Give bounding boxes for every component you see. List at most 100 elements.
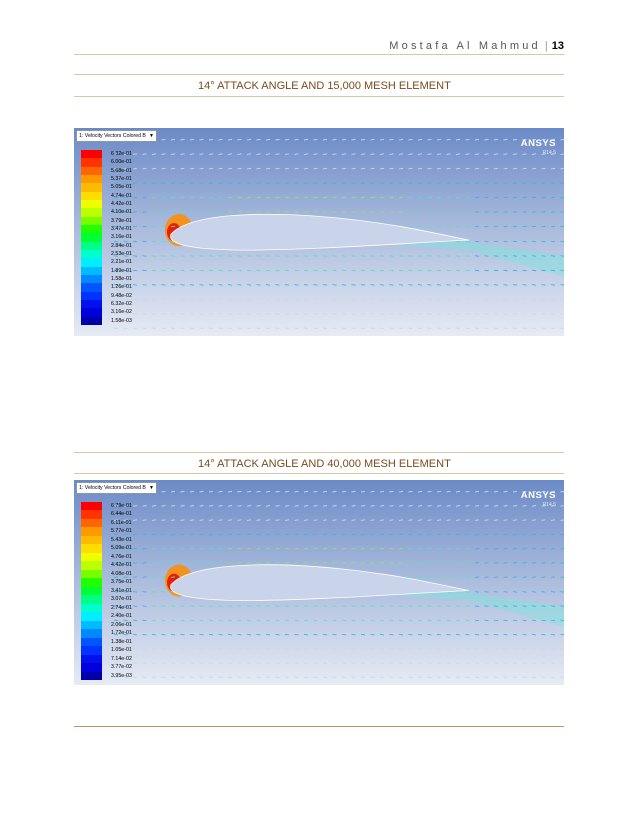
legend-color-cell [81,586,102,596]
legend-color-cell [81,316,102,326]
legend-label: 3.95e-03 [111,672,132,679]
legend-label: 5.37e-01 [111,176,132,182]
legend-label: 1.58e-03 [111,317,132,324]
legend-color-cell [81,308,102,318]
airfoil-shape [170,213,470,251]
legend-color-cell [81,250,102,259]
legend-color-cell [81,258,102,268]
vector-streamline [113,547,564,550]
legend-label: 1.05e-01 [111,647,132,654]
vector-streamline [113,182,564,184]
legend-label: 2.84e-01 [111,242,132,249]
velocity-vector-field [113,138,564,330]
vector-streamline [113,298,564,301]
legend-label: 3.41e-01 [111,587,132,594]
legend-color-cell [81,502,102,511]
vector-streamline [113,167,564,170]
vector-streamline [113,153,564,155]
legend-label: 6.32e-01 [111,151,132,157]
logo-name: ANSYS [520,490,556,501]
chevron-down-icon: ▼ [148,485,154,491]
caption-rule-top [74,452,564,453]
legend-color-cell [81,671,102,681]
legend-color-cell [81,158,102,168]
legend-color-cell [81,569,102,579]
figure-caption: 14° ATTACK ANGLE AND 40,000 MESH ELEMENT [198,458,451,470]
caption-rule-bottom [74,96,564,97]
legend-color-cell [81,191,102,201]
legend-color-cell [81,595,102,605]
legend-color-cell [81,200,102,209]
chevron-down-icon: ▼ [148,133,154,139]
legend-label: 5.43e-01 [111,536,132,543]
legend-label: 3.77e-02 [111,664,132,671]
vector-streamline [113,313,564,315]
legend-label: 5.09e-01 [111,545,132,552]
legend-label: 4.08e-01 [111,570,132,577]
author-name: Mostafa Al Mahmud [389,40,541,52]
caption-rule-bottom [74,473,564,474]
legend-label: 3.47e-01 [111,226,132,232]
legend-color-cell [81,654,102,664]
legend-color-cell [81,300,102,309]
legend-label: 4.76e-01 [111,553,132,560]
legend-color-cell [81,241,102,251]
legend-label: 5.77e-01 [111,528,132,535]
legend-color-cell [81,275,102,284]
legend-color-cell [81,612,102,622]
legend-color-cell [81,637,102,647]
airfoil-shape [170,564,470,602]
legend-label: 6.44e-01 [111,511,132,518]
legend-label: 5.05e-01 [111,184,132,191]
legend-label: 2.40e-01 [111,613,132,620]
display-selector-dropdown[interactable]: 1: Velocity Vectors Colored B ▼ [76,482,157,494]
legend-color-cell [81,544,102,554]
vector-streamline [113,327,564,330]
vector-streamline [113,138,564,141]
legend-color-cell [81,283,102,293]
legend-label: 4.74e-01 [111,192,132,199]
legend-color-cell [81,663,102,673]
page-number: 13 [551,40,564,52]
legend-label: 2.53e-01 [111,251,132,257]
legend-color-cell [81,646,102,656]
legend-label: 3.07e-01 [111,596,132,603]
vector-streamline [113,269,564,272]
legend-color-cell [81,266,102,276]
legend-label: 1.72e-01 [111,630,132,637]
legend-label: 1.38e-01 [111,638,132,645]
legend-color-cell [81,552,102,562]
legend-color-cell [81,208,102,218]
legend-color-cell [81,166,102,176]
logo-version: R14.5 [542,150,556,156]
legend-color-cell [81,527,102,537]
legend-label: 2.21e-01 [111,259,132,266]
legend-label: 9.48e-02 [111,292,132,299]
legend-label: 3.16e-01 [111,234,132,241]
page-header: Mostafa Al Mahmud | 13 [389,40,564,52]
legend-label: 5.68e-01 [111,167,132,174]
vector-streamline [113,519,564,521]
vector-streamline [113,619,564,622]
legend-color-cell [81,578,102,588]
logo-version: R14.5 [542,502,556,508]
legend-label: 2.06e-01 [111,621,132,628]
vector-streamline [113,255,564,257]
legend-label: 6.00e-01 [111,159,132,166]
vector-streamline [113,211,564,213]
legend-label: 2.74e-01 [111,604,132,611]
legend-label: 7.14e-02 [111,655,132,662]
vector-streamline [113,505,564,507]
legend-color-cell [81,629,102,639]
display-selector-dropdown[interactable]: 1: Velocity Vectors Colored B ▼ [76,130,157,142]
legend-color-cell [81,233,102,243]
legend-label: 1.26e-01 [111,284,132,291]
legend-color-cell [81,291,102,301]
legend-color-cell [81,175,102,184]
legend-label: 4.42e-01 [111,562,132,569]
legend-label: 3.75e-01 [111,579,132,586]
figure-caption: 14° ATTACK ANGLE AND 15,000 MESH ELEMENT [198,80,451,92]
color-legend: 6.79e-01 6.44e-01 6.11e-01 5.77e-01 5.43e-01… [81,502,132,681]
legend-label: 6.11e-01 [111,519,132,526]
vector-streamline [113,284,564,286]
